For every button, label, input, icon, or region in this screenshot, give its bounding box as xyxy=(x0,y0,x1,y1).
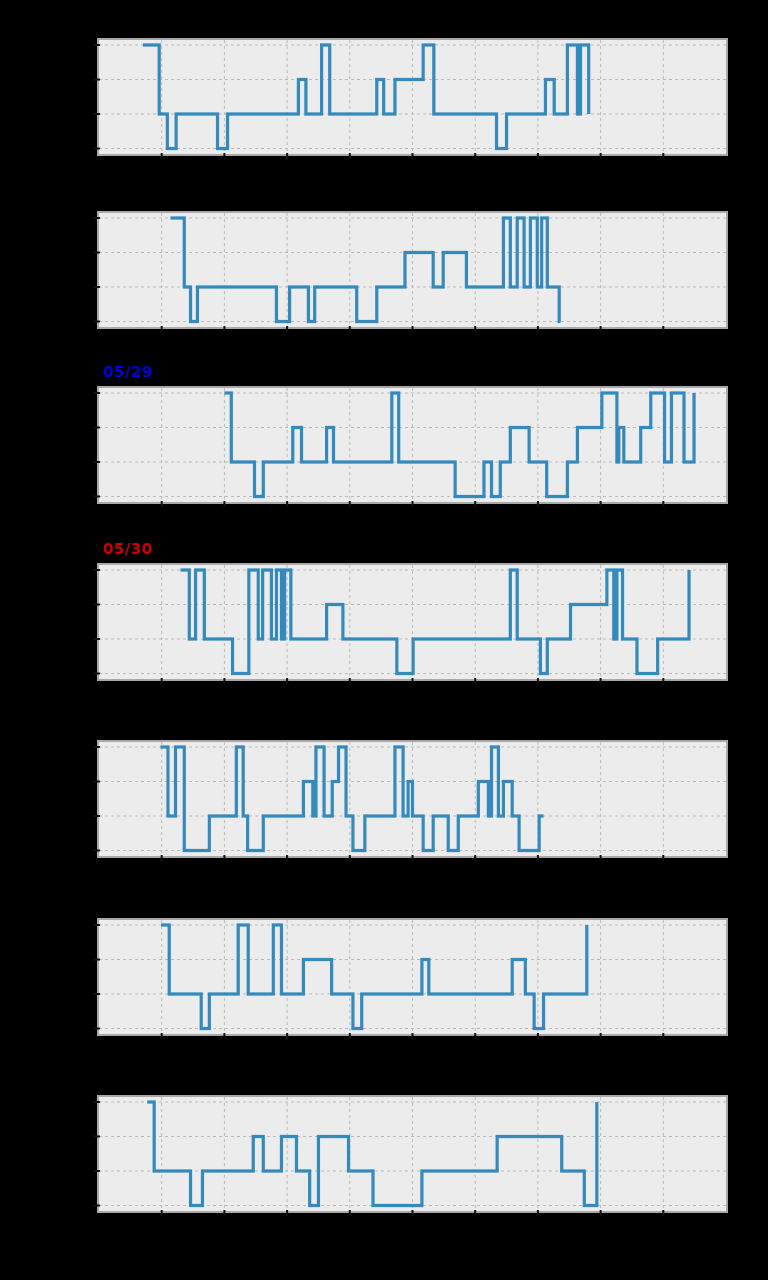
step-line-plot xyxy=(93,1097,726,1216)
step-series-line xyxy=(147,1100,599,1208)
step-chart-2 xyxy=(93,211,728,332)
date-label-0530: 05/30 xyxy=(103,540,153,558)
step-line-plot xyxy=(93,920,726,1039)
step-line-plot xyxy=(93,742,726,861)
date-label-0529: 05/29 xyxy=(103,363,153,381)
step-line-plot xyxy=(93,213,726,332)
step-chart-7 xyxy=(93,1095,728,1216)
step-series-line xyxy=(161,923,589,1031)
step-series-line xyxy=(142,43,591,151)
step-chart-3 xyxy=(93,386,728,507)
step-line-plot xyxy=(93,565,726,684)
step-chart-1 xyxy=(93,38,728,159)
step-series-line xyxy=(180,568,691,676)
step-series-line xyxy=(224,391,696,499)
step-chart-5 xyxy=(93,740,728,861)
step-series-line xyxy=(170,216,561,324)
step-chart-4 xyxy=(93,563,728,684)
step-line-plot xyxy=(93,388,726,507)
step-chart-6 xyxy=(93,918,728,1039)
step-series-line xyxy=(160,745,544,853)
step-line-plot xyxy=(93,40,726,159)
